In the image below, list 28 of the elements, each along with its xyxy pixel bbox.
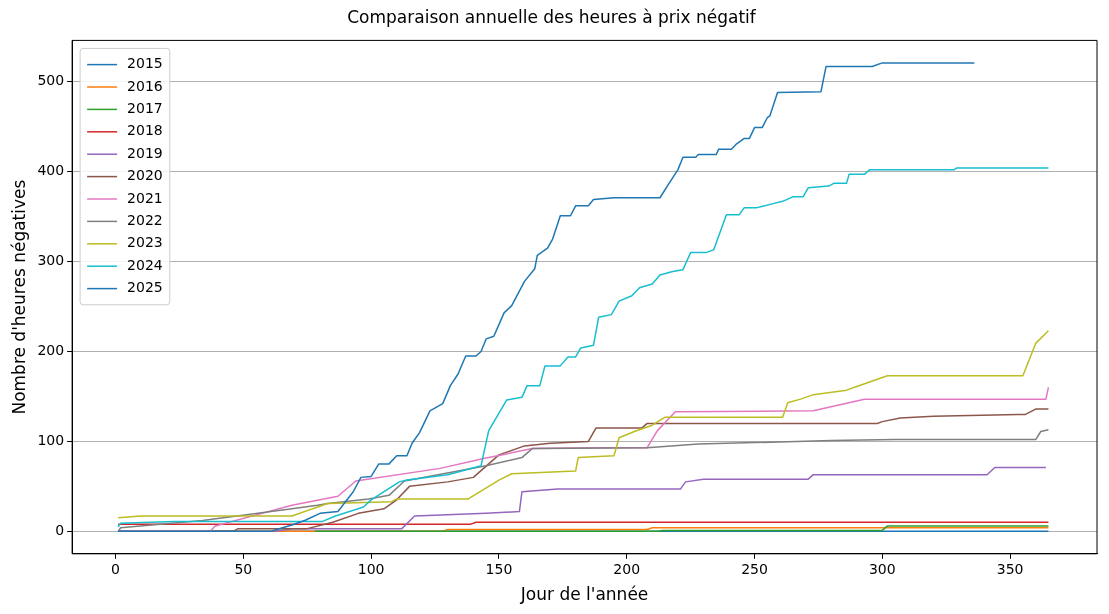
legend-label: 2022 (127, 212, 163, 229)
legend-label: 2018 (127, 122, 163, 139)
x-tick-label: 0 (111, 560, 121, 577)
legend-label: 2021 (127, 189, 163, 206)
legend-label: 2017 (127, 100, 163, 117)
x-tick-label: 100 (357, 560, 385, 577)
x-tick-label: 350 (996, 560, 1024, 577)
legend-label: 2024 (127, 256, 163, 273)
y-tick-label: 200 (37, 342, 65, 359)
x-tick-label: 150 (485, 560, 513, 577)
y-tick-label: 0 (55, 521, 65, 538)
x-tick-label: 250 (741, 560, 768, 577)
y-tick-label: 300 (37, 252, 65, 269)
legend-label: 2025 (127, 279, 163, 296)
x-tick-label: 200 (613, 560, 641, 577)
legend-label: 2015 (127, 55, 163, 72)
chart-title: Comparaison annuelle des heures à prix négatif (347, 6, 757, 27)
y-axis-title: Nombre d'heures négatives (8, 179, 29, 415)
x-axis-title: Jour de l'année (519, 584, 649, 605)
legend-label: 2020 (127, 167, 163, 184)
legend-label: 2016 (127, 77, 163, 94)
legend-label: 2023 (127, 234, 163, 251)
y-tick-label: 100 (37, 432, 65, 449)
x-tick-label: 50 (234, 560, 253, 577)
y-tick-label: 500 (37, 72, 65, 89)
legend-label: 2019 (127, 144, 163, 161)
x-tick-label: 300 (868, 560, 896, 577)
y-tick-label: 400 (37, 162, 65, 179)
